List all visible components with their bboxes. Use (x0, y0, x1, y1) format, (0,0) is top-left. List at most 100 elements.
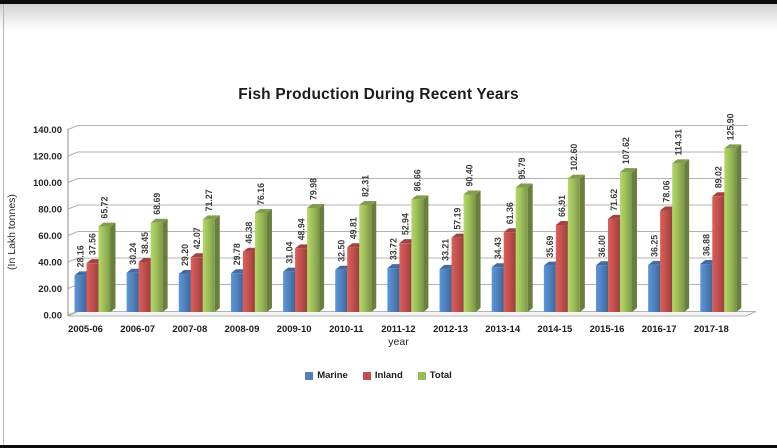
bar-inland-2011-12 (399, 243, 412, 312)
bar-marine-2013-14 (491, 267, 504, 312)
bar-total-2016-17 (672, 163, 685, 312)
bar-total-2010-11 (359, 204, 372, 312)
y-tick-label: 40.00 (38, 258, 62, 269)
y-tick-label: 140.00 (33, 125, 62, 136)
bar-marine-2014-15 (543, 265, 556, 312)
data-label-total-2016-17: 114.31 (673, 129, 683, 156)
gridline-connector (67, 125, 79, 130)
bar-side-total-2010-11 (371, 200, 377, 312)
x-axis-title: year (388, 336, 409, 348)
bar-marine-2007-08 (178, 274, 191, 312)
data-label-inland-2012-13: 57.19 (453, 208, 463, 230)
bar-inland-2016-17 (660, 210, 673, 312)
data-label-marine-2007-08: 29.20 (180, 244, 190, 266)
top-black-bar (0, 0, 777, 4)
x-category-label: 2005-06 (68, 324, 103, 335)
data-label-marine-2013-14: 34.43 (493, 237, 503, 259)
bar-top-total-2015-16 (620, 168, 637, 173)
bar-inland-2017-18 (712, 196, 725, 312)
data-label-marine-2016-17: 36.25 (649, 235, 659, 257)
bar-marine-2008-09 (230, 273, 243, 312)
bar-top-total-2016-17 (672, 159, 690, 164)
bar-inland-2012-13 (451, 237, 464, 312)
data-label-inland-2005-06: 37.56 (88, 233, 98, 255)
bar-marine-2015-16 (596, 265, 608, 312)
bar-side-total-2017-18 (736, 144, 742, 312)
bar-total-2009-10 (307, 208, 320, 312)
data-label-total-2014-15: 102.60 (569, 144, 579, 171)
bar-top-total-2012-13 (463, 190, 481, 195)
data-label-marine-2005-06: 28.16 (76, 245, 86, 267)
data-label-marine-2006-07: 30.24 (128, 243, 138, 265)
chart-floor (67, 311, 757, 317)
bar-top-total-2011-12 (411, 195, 429, 200)
bar-side-total-2012-13 (475, 190, 481, 312)
bar-inland-2005-06 (86, 263, 99, 312)
data-label-marine-2015-16: 36.00 (597, 235, 607, 257)
bar-top-total-2014-15 (567, 174, 585, 179)
bar-inland-2015-16 (608, 218, 620, 312)
bar-inland-2009-10 (295, 248, 308, 312)
data-label-total-2007-08: 71.27 (204, 189, 214, 211)
data-label-marine-2014-15: 35.69 (545, 235, 555, 257)
data-label-total-2009-10: 79.98 (308, 178, 318, 200)
bar-side-total-2016-17 (684, 159, 690, 312)
bar-marine-2016-17 (648, 264, 661, 312)
marine-legend-swatch (305, 371, 314, 380)
bar-top-total-2006-07 (150, 218, 168, 223)
bar-top-total-2005-06 (98, 222, 116, 227)
x-category-label: 2014-15 (537, 324, 573, 335)
bar-total-2013-14 (515, 187, 528, 312)
x-category-label: 2009-10 (277, 324, 312, 335)
legend-item-total: Total (417, 370, 452, 381)
bar-marine-2005-06 (74, 275, 87, 312)
y-tick-label: 100.00 (33, 178, 62, 189)
bar-inland-2006-07 (138, 262, 151, 312)
bar-marine-2010-11 (335, 269, 348, 312)
data-label-inland-2009-10: 48.94 (296, 218, 306, 240)
bar-total-2014-15 (567, 178, 580, 312)
bar-inland-2013-14 (503, 232, 516, 312)
data-label-marine-2012-13: 33.21 (441, 239, 451, 261)
data-label-marine-2017-18: 36.88 (702, 234, 712, 256)
y-tick-label: 60.00 (38, 231, 62, 242)
bar-top-total-2010-11 (359, 200, 377, 205)
data-label-marine-2011-12: 33.72 (389, 238, 399, 260)
bar-top-total-2007-08 (202, 215, 220, 220)
x-category-label: 2013-14 (485, 324, 521, 335)
inland-legend-label: Inland (374, 370, 403, 381)
bar-top-total-2013-14 (515, 183, 533, 188)
bar-marine-2011-12 (387, 268, 400, 312)
bar-top-total-2017-18 (724, 144, 742, 149)
bar-total-2017-18 (724, 148, 737, 312)
bar-total-2007-08 (202, 219, 215, 312)
bar-total-2011-12 (411, 199, 424, 312)
x-category-label: 2016-17 (642, 324, 677, 335)
data-label-inland-2015-16: 71.62 (609, 189, 619, 211)
bottom-black-bar (0, 445, 777, 448)
data-label-inland-2017-18: 89.02 (714, 166, 724, 188)
data-label-marine-2008-09: 29.78 (232, 243, 242, 265)
chart-legend: Marine Inland Total (0, 370, 757, 381)
bar-top-total-2008-09 (254, 208, 272, 213)
y-tick-label: 80.00 (38, 205, 62, 216)
data-label-inland-2016-17: 78.06 (661, 180, 671, 202)
data-label-total-2011-12: 86.66 (413, 169, 423, 191)
bar-side-total-2009-10 (319, 204, 325, 312)
y-tick-label: 120.00 (33, 152, 62, 163)
data-label-total-2006-07: 68.69 (152, 193, 162, 215)
data-label-total-2017-18: 125.90 (726, 113, 736, 140)
bar-total-2006-07 (150, 222, 163, 312)
gridline-connector (67, 257, 79, 263)
x-category-label: 2011-12 (381, 324, 415, 335)
gridline-connector (67, 178, 79, 183)
bar-marine-2006-07 (126, 272, 139, 312)
data-label-inland-2014-15: 66.91 (557, 195, 567, 217)
data-label-marine-2009-10: 31.04 (284, 242, 294, 264)
x-category-label: 2006-07 (120, 324, 155, 335)
bar-total-2012-13 (463, 194, 476, 312)
bar-side-total-2013-14 (527, 183, 533, 312)
chart-title: Fish Production During Recent Years (238, 86, 519, 103)
x-category-label: 2012-13 (433, 324, 468, 335)
bar-total-2008-09 (254, 212, 267, 312)
